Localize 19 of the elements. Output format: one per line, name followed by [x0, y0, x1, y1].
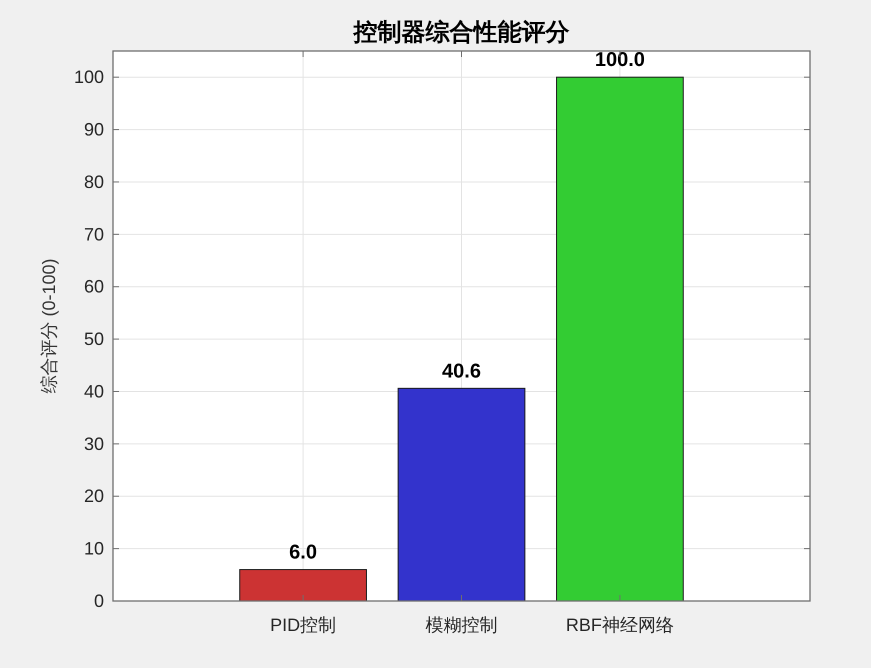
y-tick-label: 20 [84, 486, 104, 506]
y-tick-label: 40 [84, 381, 104, 402]
y-tick-label: 80 [84, 172, 104, 192]
chart-title: 控制器综合性能评分 [352, 19, 570, 46]
y-tick-label: 30 [84, 434, 104, 454]
y-tick-label: 50 [84, 329, 104, 350]
y-tick-label: 100 [74, 67, 104, 88]
y-tick-label: 60 [84, 276, 104, 297]
data-label: 40.6 [442, 360, 481, 382]
y-tick-label: 70 [84, 224, 104, 244]
y-tick-label: 90 [84, 120, 104, 140]
x-tick-label: PID控制 [270, 615, 336, 635]
y-tick-label: 10 [84, 538, 104, 559]
data-label: 6.0 [289, 542, 317, 564]
y-axis-title: 综合评分 (0-100) [39, 258, 59, 394]
data-label: 100.0 [594, 49, 645, 72]
x-tick-label: 模糊控制 [426, 615, 498, 635]
x-tick-label: RBF神经网络 [566, 615, 674, 635]
y-tick-label: 0 [94, 591, 104, 611]
